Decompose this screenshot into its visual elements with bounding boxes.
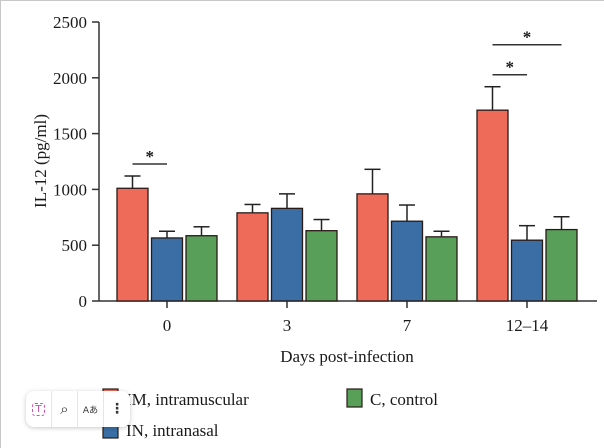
text-select-icon: T (32, 402, 45, 416)
legend-label: IN, intranasal (126, 421, 219, 440)
bar (356, 193, 389, 302)
bar (510, 239, 544, 302)
more-options-button[interactable]: ⋮ (104, 391, 130, 427)
significance-markers: * * * (132, 28, 562, 166)
visual-search-button[interactable]: ⌕ (52, 391, 78, 427)
legend: IM, intramuscular IN, intranasal C, contro… (102, 388, 438, 440)
significance-asterisk: * (506, 58, 515, 77)
x-tick-label: 12–14 (506, 316, 549, 335)
significance-asterisk: * (146, 147, 155, 166)
bar (476, 109, 509, 302)
bar (425, 236, 458, 302)
bar (116, 187, 149, 302)
y-tick-label: 2500 (53, 13, 87, 32)
legend-swatch (346, 388, 363, 408)
visual-search-icon: ⌕ (60, 400, 69, 418)
bar (545, 228, 578, 302)
x-tick-label: 7 (403, 316, 412, 335)
x-tick-label: 0 (163, 316, 172, 335)
bar (305, 230, 338, 302)
legend-item: C, control (346, 388, 438, 409)
bar (185, 235, 218, 302)
y-tick-label: 0 (79, 292, 88, 311)
x-tick-label: 3 (283, 316, 292, 335)
legend-label: C, control (370, 390, 438, 409)
y-tick-label: 500 (62, 236, 88, 255)
bar (150, 237, 184, 302)
bar (236, 212, 269, 302)
floating-image-toolbar: T ⌕ Aあ ⋮ (26, 391, 130, 427)
more-vertical-icon: ⋮ (110, 401, 124, 417)
translate-button[interactable]: Aあ (78, 391, 104, 427)
y-tick-label: 1000 (53, 180, 87, 199)
x-axis-label: Days post-infection (280, 347, 414, 366)
translate-icon: Aあ (82, 405, 99, 416)
bars (116, 85, 578, 302)
y-axis-label: IL-12 (pg/ml) (31, 114, 50, 208)
bar (270, 207, 304, 302)
bar (390, 220, 424, 302)
legend-label: IM, intramuscular (126, 390, 249, 409)
text-select-button[interactable]: T (26, 391, 52, 427)
significance-asterisk: * (523, 28, 532, 47)
y-tick-label: 1500 (53, 125, 87, 144)
y-tick-label: 2000 (53, 69, 87, 88)
